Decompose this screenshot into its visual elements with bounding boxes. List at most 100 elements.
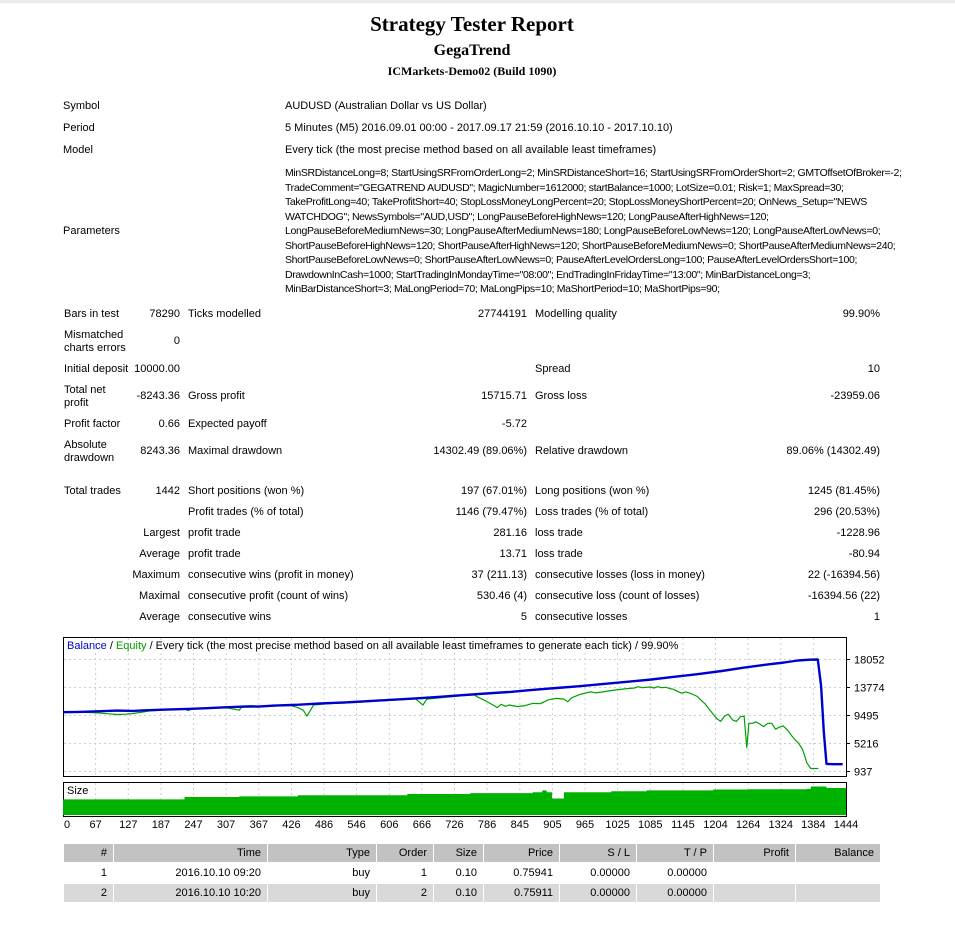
trade-cell	[714, 883, 795, 902]
info-row: Period 5 Minutes (M5) 2016.09.01 00:00 - …	[63, 117, 881, 139]
stat-row: Total net profit -8243.36 Gross profit 1571…	[63, 380, 881, 414]
trade-cell: 0.10	[434, 863, 483, 882]
stat-value: 0	[173, 335, 180, 347]
y-axis-label: 13774	[854, 682, 885, 694]
stat-label: Profit factor	[64, 417, 121, 430]
info-label: Symbol	[63, 100, 100, 112]
stat-row: Maximum consecutive wins (profit in money…	[63, 565, 881, 586]
stat-value: -5.72	[501, 417, 527, 430]
stat-label: Bars in test	[64, 307, 120, 320]
parameter-line: MinSRDistanceLong=8; StartUsingSRFromOrd…	[285, 167, 902, 179]
stat-label	[528, 414, 723, 435]
stat-row: Profit factor 0.66 Expected payoff -5.72	[63, 414, 881, 435]
x-axis-label: 965	[576, 819, 594, 831]
trades-header-cell: #	[64, 843, 113, 862]
stat-label	[63, 607, 131, 628]
stat-value: 27744191	[478, 307, 527, 320]
trades-header-cell: S / L	[560, 843, 636, 862]
size-area	[63, 786, 846, 815]
parameter-line: TakeProfitLong=40; TakeProfitShort=40; S…	[285, 196, 867, 208]
stat-value	[131, 502, 181, 523]
info-value: MinSRDistanceLong=8; StartUsingSRFromOrd…	[285, 161, 902, 302]
stat-row: Average profit trade 13.71 loss trade -80.94	[63, 544, 881, 565]
stat-value: -8243.36	[136, 390, 180, 402]
parameter-line: WATCHDOG"; NewsSymbols="AUD,USD"; LongPa…	[285, 210, 769, 223]
stat-label: Profit trades (% of total)	[188, 505, 304, 518]
trade-cell	[796, 863, 880, 882]
info-label: Parameters	[63, 225, 120, 238]
x-axis-label: 546	[347, 819, 365, 831]
stat-label: Modelling quality	[535, 307, 617, 320]
chart-canvas: 18052 13774 9495 5216 937 Balance / Equity / …	[62, 636, 885, 831]
stat-value: 89.06% (14302.49)	[786, 445, 880, 457]
x-axis-label: 786	[478, 819, 496, 831]
trades-header-cell: Order	[377, 843, 433, 862]
strategy-tester-report: Strategy Tester Report GegaTrend ICMarke…	[62, 4, 902, 904]
stat-label: consecutive loss (count of losses)	[535, 589, 700, 602]
stat-value: 1146 (79.47%)	[455, 505, 527, 518]
trade-cell: 0.00000	[560, 863, 636, 882]
trades-header-cell: T / P	[637, 843, 713, 862]
stat-value: 296 (20.53%)	[813, 505, 880, 518]
stat-value	[723, 325, 881, 359]
trade-cell: 2016.10.10 10:20	[114, 883, 267, 902]
stat-value: -80.94	[848, 547, 880, 560]
stat-row: Absolute drawdown 8243.36 Maximal drawdown…	[63, 435, 881, 469]
stat-label: Initial deposit	[64, 362, 129, 375]
trade-row: 2 2016.10.10 10:20 buy 2 0.10 0.75911 0.00000 0…	[64, 883, 880, 902]
stat-value: 0.66	[158, 417, 180, 430]
x-axis-label: 1204	[703, 819, 727, 831]
stat-value: Maximum	[132, 568, 180, 581]
x-axis-label: 247	[184, 819, 202, 831]
stat-label	[63, 523, 131, 544]
report-header: Strategy Tester Report GegaTrend ICMarke…	[63, 4, 881, 95]
trade-cell	[714, 863, 795, 882]
stat-value: 1245 (81.45%)	[807, 484, 880, 497]
x-axis-label: 606	[380, 819, 398, 831]
stat-row: Average consecutive wins 5 consecutive loss…	[63, 607, 881, 628]
y-axis-label: 937	[854, 766, 872, 778]
trade-cell: 0.00000	[637, 883, 713, 902]
info-row: Parameters MinSRDistanceLong=8; StartUsin…	[63, 161, 902, 302]
stat-label	[63, 502, 131, 523]
info-label: Period	[63, 122, 95, 134]
info-value: Every tick (the most precise method base…	[285, 144, 657, 156]
stat-value: 10000.00	[134, 362, 180, 375]
trades-header-cell: Size	[434, 843, 483, 862]
trade-cell: 0.00000	[637, 863, 713, 882]
stat-label: Absolute drawdown	[64, 438, 115, 464]
info-row: Model Every tick (the most precise method…	[63, 139, 881, 161]
trades-header-cell: Balance	[796, 843, 880, 862]
stat-value: -1228.96	[836, 526, 880, 539]
stat-label: Loss trades (% of total)	[535, 505, 649, 518]
stat-value	[391, 359, 528, 380]
trade-cell: buy	[268, 863, 376, 882]
stat-value: Largest	[143, 526, 180, 539]
size-label: Size	[67, 785, 88, 797]
stat-value: -23959.06	[830, 390, 880, 402]
trades-header-cell: Price	[484, 843, 559, 862]
x-axis-label: 1384	[801, 819, 825, 831]
stat-label	[63, 544, 131, 565]
stat-value: 281.16	[493, 526, 527, 539]
trade-cell: 0.75911	[484, 883, 559, 902]
stat-label: Long positions (won %)	[535, 484, 650, 497]
stat-value: 1	[873, 610, 880, 623]
stat-label: Spread	[535, 362, 571, 375]
stat-label: consecutive profit (count of wins)	[188, 589, 349, 602]
stat-label: consecutive losses (loss in money)	[535, 568, 705, 581]
stat-label: Ticks modelled	[188, 307, 261, 320]
stat-value: -16394.56 (22)	[807, 589, 880, 602]
stat-value: 1442	[155, 484, 180, 497]
trade-cell: 0.75941	[484, 863, 559, 882]
parameter-line: ShortPauseBeforeHighNews=120; ShortPause…	[285, 239, 896, 252]
trades-header-cell: Type	[268, 843, 376, 862]
x-axis-label: 905	[543, 819, 561, 831]
trade-cell: 1	[64, 863, 113, 882]
stat-label	[63, 586, 131, 607]
parameter-line: DrawdownInCash=1000; StartTradingInMonda…	[285, 268, 811, 281]
expert-name: GegaTrend	[433, 42, 511, 59]
stat-label: Short positions (won %)	[188, 484, 305, 497]
chart-legend: Balance / Equity / Every tick (the most …	[67, 640, 679, 652]
